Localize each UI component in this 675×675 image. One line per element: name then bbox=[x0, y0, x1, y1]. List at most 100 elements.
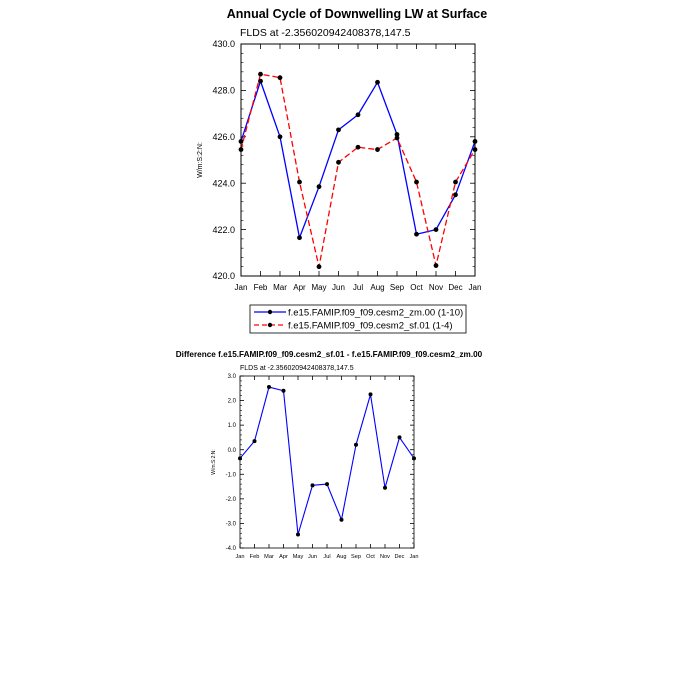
series-1-point bbox=[296, 532, 300, 537]
difference-chart: Difference f.e15.FAMIP.f09_f09.cesm2_sf.… bbox=[176, 350, 483, 560]
x-tick-label: May bbox=[293, 554, 304, 560]
series-line-2 bbox=[240, 73, 476, 268]
series-1-point bbox=[258, 78, 263, 84]
series-2-point bbox=[277, 75, 283, 81]
x-tick-label: Aug bbox=[370, 283, 384, 292]
chart1-plot-frame bbox=[240, 43, 476, 277]
legend-box bbox=[249, 304, 467, 334]
series-1-point bbox=[339, 517, 344, 522]
series-1-point bbox=[336, 127, 341, 133]
legend-label-sf: f.e15.FAMIP.f09_f09.cesm2_sf.01 (1-4) bbox=[288, 321, 453, 332]
x-tick-label: Sep bbox=[351, 554, 361, 560]
x-tick-label: Aug bbox=[337, 554, 347, 560]
chart2-axes bbox=[239, 375, 415, 549]
y-tick-label: 422.0 bbox=[212, 225, 235, 235]
series-1-point bbox=[368, 392, 373, 397]
chart1-x-tick-labels: Jan Feb Mar Apr May Jun Jul Aug Sep Oct Nov Dec Jan bbox=[235, 283, 482, 292]
legend-marker-sf bbox=[267, 322, 273, 328]
x-tick-label: Jun bbox=[332, 283, 345, 292]
x-tick-label: Dec bbox=[448, 283, 462, 292]
x-tick-label: Nov bbox=[380, 554, 390, 560]
x-tick-label: Oct bbox=[410, 283, 423, 292]
series-1-point bbox=[394, 132, 400, 137]
chart2-title: Difference f.e15.FAMIP.f09_f09.cesm2_sf.… bbox=[176, 350, 483, 359]
series-1-point bbox=[453, 192, 458, 198]
series-2-point bbox=[394, 135, 400, 141]
series-1-point bbox=[354, 442, 358, 447]
x-tick-label: Feb bbox=[254, 283, 268, 292]
x-tick-label: Mar bbox=[273, 283, 287, 292]
x-tick-label: Jan bbox=[235, 554, 244, 560]
y-tick-label: -3.0 bbox=[226, 522, 237, 528]
y-tick-label: 1.0 bbox=[228, 423, 237, 429]
legend-label-zm: f.e15.FAMIP.f09_f09.cesm2_zm.00 (1-10) bbox=[288, 308, 463, 319]
chart2-subtitle: FLDS at -2.356020942408378,147.5 bbox=[240, 365, 354, 372]
series-2-point bbox=[453, 179, 458, 185]
series-2-point bbox=[316, 264, 322, 270]
x-tick-label: Apr bbox=[279, 554, 288, 560]
x-tick-label: Dec bbox=[395, 554, 405, 560]
x-tick-label: Mar bbox=[264, 554, 274, 560]
x-tick-label: Jan bbox=[409, 554, 418, 560]
series-1-point bbox=[281, 388, 286, 393]
series-2-point bbox=[355, 144, 361, 150]
y-tick-label: 428.0 bbox=[212, 86, 235, 96]
y-tick-label: -4.0 bbox=[226, 546, 237, 552]
series-2-point bbox=[258, 71, 263, 77]
series-2-point bbox=[375, 147, 380, 152]
x-tick-label: Jul bbox=[323, 554, 330, 560]
chart2-plot-frame bbox=[239, 375, 415, 549]
y-tick-label: 0.0 bbox=[228, 448, 237, 454]
y-tick-label: 424.0 bbox=[212, 178, 235, 188]
chart1-axes bbox=[240, 43, 476, 277]
x-tick-label: Sep bbox=[390, 283, 405, 292]
series-2-point bbox=[336, 159, 341, 165]
series-1-point bbox=[310, 483, 315, 488]
y-tick-label: 3.0 bbox=[228, 374, 237, 380]
x-tick-label: Jan bbox=[235, 283, 248, 292]
chart1-ylabel: W/m:S:2:N: bbox=[197, 142, 204, 178]
series-1-point bbox=[267, 385, 271, 390]
series-1-point bbox=[325, 482, 329, 487]
chart2-ylabel: W/m:S:2:N: bbox=[211, 449, 217, 475]
chart1-legend: f.e15.FAMIP.f09_f09.cesm2_zm.00 (1-10) f… bbox=[249, 304, 467, 334]
y-tick-label: 2.0 bbox=[228, 399, 237, 405]
y-tick-label: -1.0 bbox=[226, 472, 237, 478]
chart1-series bbox=[238, 71, 478, 270]
x-tick-label: Apr bbox=[293, 283, 306, 292]
x-tick-label: Feb bbox=[250, 554, 260, 560]
series-2-point bbox=[433, 263, 439, 268]
series-1-point bbox=[397, 435, 402, 440]
x-tick-label: Jan bbox=[469, 283, 482, 292]
x-tick-label: Oct bbox=[366, 554, 375, 560]
series-line-1 bbox=[239, 386, 415, 536]
chart1-subtitle: FLDS at -2.356020942408378,147.5 bbox=[240, 27, 411, 39]
series-1-point bbox=[375, 79, 380, 85]
series-1-point bbox=[252, 439, 257, 444]
annual-cycle-chart: Annual Cycle of Downwelling LW at Surfac… bbox=[197, 7, 487, 334]
x-tick-label: Jul bbox=[353, 283, 363, 292]
legend-marker-zm bbox=[267, 309, 273, 315]
chart1-title: Annual Cycle of Downwelling LW at Surfac… bbox=[227, 7, 487, 21]
chart1-y-tick-labels: 420.0 422.0 424.0 426.0 428.0 430.0 bbox=[212, 39, 235, 281]
y-tick-label: 430.0 bbox=[212, 39, 235, 49]
chart2-x-tick-labels: Jan Feb Mar Apr May Jun Jul Aug Sep Oct Nov Dec Jan bbox=[235, 554, 418, 560]
series-2-point bbox=[414, 179, 419, 185]
x-tick-label: Nov bbox=[429, 283, 443, 292]
y-tick-label: -2.0 bbox=[226, 497, 237, 503]
series-1-point bbox=[414, 231, 419, 237]
series-2-point bbox=[297, 179, 302, 185]
series-1-point bbox=[383, 485, 387, 490]
series-1-point bbox=[297, 235, 302, 241]
y-tick-label: 420.0 bbox=[212, 271, 235, 281]
series-1-point bbox=[277, 134, 283, 140]
chart2-series bbox=[238, 385, 416, 537]
series-line-1 bbox=[240, 80, 476, 239]
x-tick-label: Jun bbox=[308, 554, 317, 560]
series-1-point bbox=[355, 112, 361, 118]
y-tick-label: 426.0 bbox=[212, 132, 235, 142]
series-1-point bbox=[316, 184, 322, 190]
chart2-y-tick-labels: -4.0 -3.0 -2.0 -1.0 0.0 1.0 2.0 3.0 bbox=[226, 374, 237, 552]
x-tick-label: May bbox=[311, 283, 326, 292]
